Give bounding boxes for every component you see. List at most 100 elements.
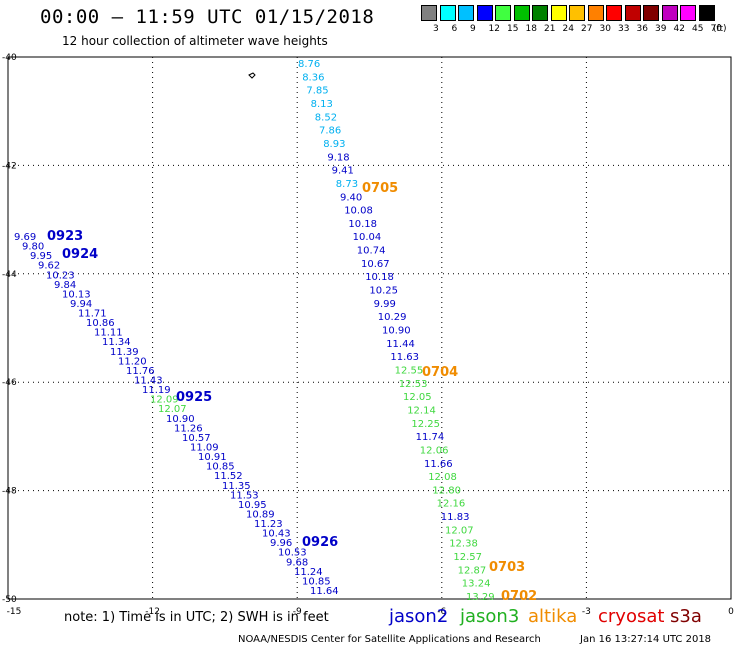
legend-label: 27 bbox=[581, 24, 593, 34]
swh-value: 12.09 bbox=[150, 395, 179, 406]
legend-swatch bbox=[532, 5, 548, 21]
swh-value: 10.85 bbox=[206, 462, 235, 473]
swh-value: 10.08 bbox=[344, 206, 373, 217]
y-tick-label: -46 bbox=[2, 378, 17, 388]
swh-value: 12.57 bbox=[453, 552, 482, 563]
legend-swatch bbox=[476, 5, 493, 21]
swh-value: 11.44 bbox=[386, 339, 415, 350]
legend-swatch bbox=[513, 5, 530, 21]
map-frame bbox=[7, 56, 732, 600]
swh-value: 11.63 bbox=[390, 352, 419, 363]
swh-value: 11.20 bbox=[118, 356, 147, 367]
legend-label: 6 bbox=[451, 24, 458, 34]
swh-value: 10.25 bbox=[369, 286, 398, 297]
legend-label: 15 bbox=[507, 24, 519, 34]
pass-time-label: 0702 bbox=[501, 589, 537, 604]
swh-value: 10.85 bbox=[302, 576, 331, 587]
swh-value: 11.39 bbox=[110, 347, 139, 358]
x-tick-label: -9 bbox=[293, 607, 302, 617]
swh-value: 9.84 bbox=[54, 280, 76, 291]
y-tick-label: -50 bbox=[2, 595, 17, 605]
swh-value: 11.53 bbox=[230, 490, 259, 501]
legend-unit: (ft) bbox=[713, 24, 727, 34]
swh-value: 11.52 bbox=[214, 471, 243, 482]
x-tick-label: -3 bbox=[582, 607, 591, 617]
footer-organization: NOAA/NESDIS Center for Satellite Applica… bbox=[238, 634, 541, 645]
swh-value: 8.13 bbox=[311, 99, 333, 110]
swh-value: 12.87 bbox=[458, 565, 487, 576]
pass-time-label: 0923 bbox=[47, 229, 83, 244]
swh-value: 9.69 bbox=[14, 232, 36, 243]
swh-value: 11.66 bbox=[424, 459, 453, 470]
swh-value: 8.76 bbox=[298, 59, 320, 70]
swh-value: 11.35 bbox=[222, 481, 251, 492]
swh-value: 10.57 bbox=[182, 433, 211, 444]
legend-label: 70 bbox=[710, 24, 722, 34]
y-tick-label: -44 bbox=[2, 270, 17, 280]
footnote: note: 1) Time is in UTC; 2) SWH is in fe… bbox=[64, 610, 329, 625]
swh-value: 10.04 bbox=[353, 232, 382, 243]
pass-time-label: 0705 bbox=[362, 181, 398, 196]
swh-value: 7.85 bbox=[306, 86, 328, 97]
swh-value: 12.06 bbox=[420, 445, 449, 456]
legend-label: 9 bbox=[470, 24, 476, 34]
swh-value: 9.96 bbox=[270, 538, 292, 549]
swh-value: 10.91 bbox=[198, 452, 227, 463]
legend-label: 36 bbox=[636, 24, 648, 34]
satellite-label: jason3 bbox=[460, 606, 520, 627]
swh-value: 11.76 bbox=[126, 366, 155, 377]
legend-swatch bbox=[643, 5, 659, 21]
swh-value: 13.24 bbox=[462, 579, 491, 590]
swh-value: 9.80 bbox=[22, 242, 44, 253]
swh-value: 10.89 bbox=[246, 509, 275, 520]
swh-value: 9.62 bbox=[38, 261, 60, 272]
swh-value: 10.67 bbox=[361, 259, 390, 270]
y-tick-label: -48 bbox=[2, 487, 17, 497]
island-coastline bbox=[248, 72, 256, 79]
swh-value: 10.18 bbox=[348, 219, 377, 230]
swh-value: 12.05 bbox=[403, 392, 432, 403]
chart-subtitle: 12 hour collection of altimeter wave hei… bbox=[62, 34, 328, 48]
swh-value: 12.08 bbox=[428, 472, 457, 483]
swh-value: 12.14 bbox=[407, 405, 436, 416]
swh-value: 11.43 bbox=[134, 376, 163, 387]
legend-swatch bbox=[661, 5, 678, 21]
swh-value: 10.13 bbox=[62, 289, 91, 300]
swh-value: 10.23 bbox=[46, 270, 75, 281]
swh-value: 10.95 bbox=[238, 500, 267, 511]
swh-value: 11.34 bbox=[102, 337, 131, 348]
swh-value: 8.73 bbox=[336, 179, 358, 190]
legend-swatch bbox=[606, 5, 622, 21]
swh-value: 12.53 bbox=[399, 379, 428, 390]
legend-swatch bbox=[569, 5, 585, 21]
swh-value: 11.11 bbox=[94, 328, 123, 339]
swh-value: 10.18 bbox=[365, 272, 394, 283]
x-tick-label: -6 bbox=[437, 607, 446, 617]
swh-value: 10.90 bbox=[382, 326, 411, 337]
legend-label: 30 bbox=[599, 24, 611, 34]
swh-value: 9.94 bbox=[70, 299, 92, 310]
pass-time-label: 0926 bbox=[302, 535, 338, 550]
swh-value: 12.07 bbox=[158, 404, 187, 415]
swh-value: 10.90 bbox=[166, 414, 195, 425]
x-tick-label: 0 bbox=[728, 607, 734, 617]
legend-label: 3 bbox=[433, 24, 439, 34]
satellite-label: jason2 bbox=[389, 606, 449, 627]
legend-label: 39 bbox=[655, 24, 667, 34]
swh-value: 10.74 bbox=[357, 246, 386, 257]
swh-value: 10.86 bbox=[86, 318, 115, 329]
swh-value: 12.07 bbox=[445, 525, 474, 536]
swh-value: 11.83 bbox=[441, 512, 470, 523]
x-tick-label: -12 bbox=[145, 607, 160, 617]
legend-swatch bbox=[680, 5, 696, 21]
swh-value: 11.74 bbox=[416, 432, 445, 443]
pass-time-label: 0704 bbox=[422, 365, 458, 380]
satellite-label: cryosat bbox=[598, 606, 665, 627]
swh-value: 11.71 bbox=[78, 309, 107, 320]
swh-value: 10.29 bbox=[378, 312, 407, 323]
swh-value: 11.26 bbox=[174, 423, 203, 434]
legend-label: 12 bbox=[488, 24, 500, 34]
swh-value: 12.55 bbox=[395, 365, 424, 376]
y-tick-label: -40 bbox=[2, 53, 17, 63]
